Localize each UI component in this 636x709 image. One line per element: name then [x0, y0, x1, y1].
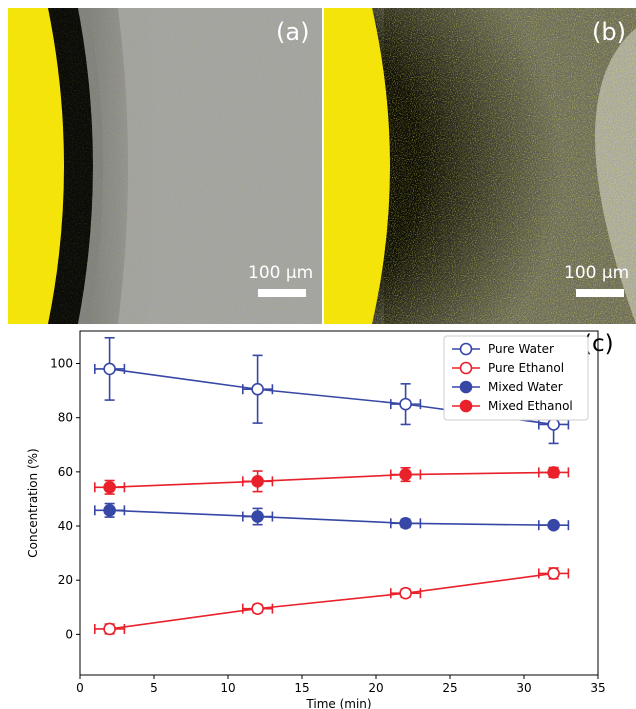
legend-marker-2: [459, 380, 473, 394]
panel-label-a: (a): [276, 18, 310, 46]
y-tick-label-1: 20: [58, 573, 73, 587]
concentration-chart: 0 5 10 15 20 25 30 35 0 20 40 60 80 100 Time (min) Co…: [26, 330, 614, 709]
data-point-1-0: [103, 622, 116, 636]
legend-box: [443, 335, 589, 421]
plot-area: [79, 330, 599, 676]
y-tick-label-5: 100: [50, 357, 73, 371]
data-marks: [94, 336, 570, 636]
series-2: [94, 502, 570, 532]
series-1: [94, 567, 570, 636]
x-tick-label-3: 15: [294, 681, 309, 695]
series-line-2: [109, 509, 554, 527]
data-point-3-2: [399, 468, 412, 481]
legend-marker-0: [459, 342, 473, 356]
data-point-0-2: [399, 397, 412, 411]
x-axis-label: Time (min): [305, 697, 371, 709]
legend-entry-2: Mixed Water: [452, 380, 563, 394]
data-point-1-1: [251, 602, 264, 615]
data-point-1-3: [547, 567, 560, 580]
data-point-2-2: [399, 517, 412, 530]
series-line-1: [109, 572, 554, 630]
x-tick-label-6: 30: [516, 681, 531, 695]
legend-entry-3: Mixed Ethanol: [452, 399, 573, 413]
legend-label-0: Pure Water: [488, 342, 554, 356]
legend-label-3: Mixed Ethanol: [488, 399, 573, 413]
data-point-0-1: [251, 382, 264, 396]
x-tick-label-1: 5: [150, 681, 158, 695]
x-tick-label-4: 20: [368, 681, 383, 695]
scale-label-a: 100 µm: [248, 263, 314, 283]
scale-bar-b: [576, 289, 624, 297]
micrograph-a-image: [8, 8, 322, 324]
micrograph-b-image: [324, 8, 636, 324]
legend-marker-3: [459, 399, 473, 413]
legend-label-1: Pure Ethanol: [488, 361, 564, 375]
data-point-2-0: [103, 504, 116, 517]
y-tick-label-0: 0: [65, 627, 73, 641]
data-point-2-1: [251, 510, 264, 523]
plot-frame: [79, 330, 599, 676]
data-point-0-3: [547, 418, 560, 431]
micrograph-panel-a: (a) 100 µm: [8, 8, 322, 324]
data-point-3-1: [251, 475, 264, 488]
series-3: [94, 466, 570, 495]
axis-ticks: 0 5 10 15 20 25 30 35 0 20 40 60 80 100: [50, 357, 606, 695]
x-tick-label-5: 25: [442, 681, 457, 695]
x-tick-label-7: 35: [590, 681, 605, 695]
y-axis-label: Concentration (%): [26, 448, 40, 557]
data-point-3-0: [103, 480, 116, 494]
x-tick-label-2: 10: [220, 681, 235, 695]
x-tick-label-0: 0: [76, 681, 84, 695]
micrograph-panel-b: (b) 100 µm: [324, 8, 636, 324]
series-line-3: [109, 471, 554, 489]
legend-entry-1: Pure Ethanol: [452, 361, 564, 375]
data-point-3-3: [547, 466, 560, 479]
y-tick-label-3: 60: [58, 465, 73, 479]
y-tick-label-4: 80: [58, 411, 73, 425]
panel-label-b: (b): [592, 18, 626, 46]
legend: Pure Water Pure Ethanol Mixed Water Mixed E…: [443, 335, 589, 421]
y-tick-label-2: 40: [58, 519, 73, 533]
data-point-0-0: [103, 362, 116, 376]
data-point-2-3: [547, 518, 560, 532]
scale-bar-a: [258, 289, 306, 297]
scale-label-b: 100 µm: [564, 263, 630, 283]
legend-entry-0: Pure Water: [452, 342, 554, 356]
legend-label-2: Mixed Water: [488, 380, 563, 394]
data-point-1-2: [399, 586, 412, 600]
legend-marker-1: [459, 361, 473, 375]
